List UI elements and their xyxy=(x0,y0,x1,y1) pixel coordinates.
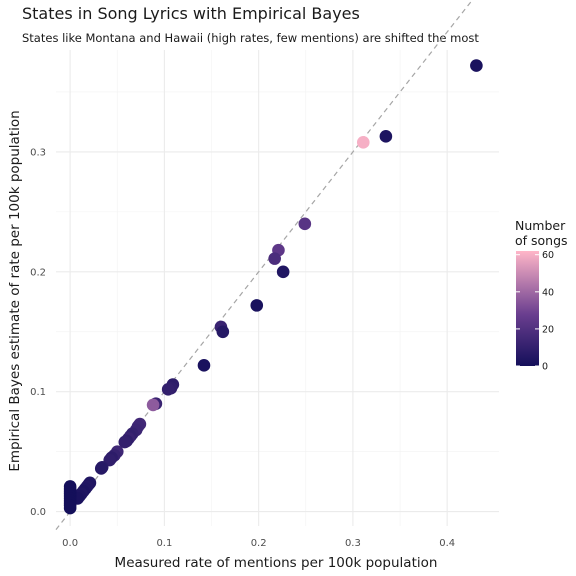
data-point xyxy=(63,501,77,515)
x-tick-label: 0.2 xyxy=(251,538,267,549)
data-points xyxy=(63,59,483,515)
x-axis-label: Measured rate of mentions per 100k popul… xyxy=(115,555,438,571)
legend-tick-label: 60 xyxy=(542,250,554,261)
y-tick-label: 0.1 xyxy=(30,387,46,398)
legend-tick-label: 20 xyxy=(542,324,554,335)
data-point xyxy=(250,299,264,312)
y-tick-label: 0.2 xyxy=(30,267,46,278)
legend-tick-label: 40 xyxy=(542,287,554,298)
legend-ticks: 0 20 40 60 xyxy=(516,250,554,373)
chart-subtitle: States like Montana and Hawaii (high rat… xyxy=(22,31,479,45)
data-point xyxy=(356,136,370,149)
data-point xyxy=(197,359,211,372)
x-tick-label: 0.0 xyxy=(62,538,78,549)
data-point xyxy=(94,462,108,475)
y-tick-label: 0.0 xyxy=(30,507,46,518)
color-legend: Number of songs 0 20 40 60 xyxy=(515,218,568,373)
data-point xyxy=(298,217,312,231)
y-tick-label: 0.3 xyxy=(30,147,46,158)
data-point xyxy=(118,435,132,449)
legend-title-line-1: Number xyxy=(515,218,566,233)
x-tick-label: 0.4 xyxy=(439,538,455,549)
y-axis-label: Empirical Bayes estimate of rate per 100… xyxy=(7,110,23,471)
data-point xyxy=(276,265,290,279)
data-point xyxy=(379,130,393,143)
grid-major xyxy=(56,50,499,526)
x-tick-label: 0.3 xyxy=(345,538,361,549)
data-point xyxy=(470,59,483,72)
data-point xyxy=(161,383,175,396)
data-point xyxy=(268,252,281,265)
x-tick-label: 0.1 xyxy=(156,538,172,549)
chart-title: States in Song Lyrics with Empirical Bay… xyxy=(22,4,360,23)
legend-title-line-2: of songs xyxy=(515,233,568,248)
x-axis-ticks: 0.0 0.1 0.2 0.3 0.4 xyxy=(62,538,455,549)
legend-colorbar xyxy=(516,251,539,366)
data-point xyxy=(216,325,230,339)
y-axis-ticks: 0.0 0.1 0.2 0.3 xyxy=(30,147,46,518)
data-point xyxy=(146,398,160,412)
legend-tick-label: 0 xyxy=(542,362,548,373)
